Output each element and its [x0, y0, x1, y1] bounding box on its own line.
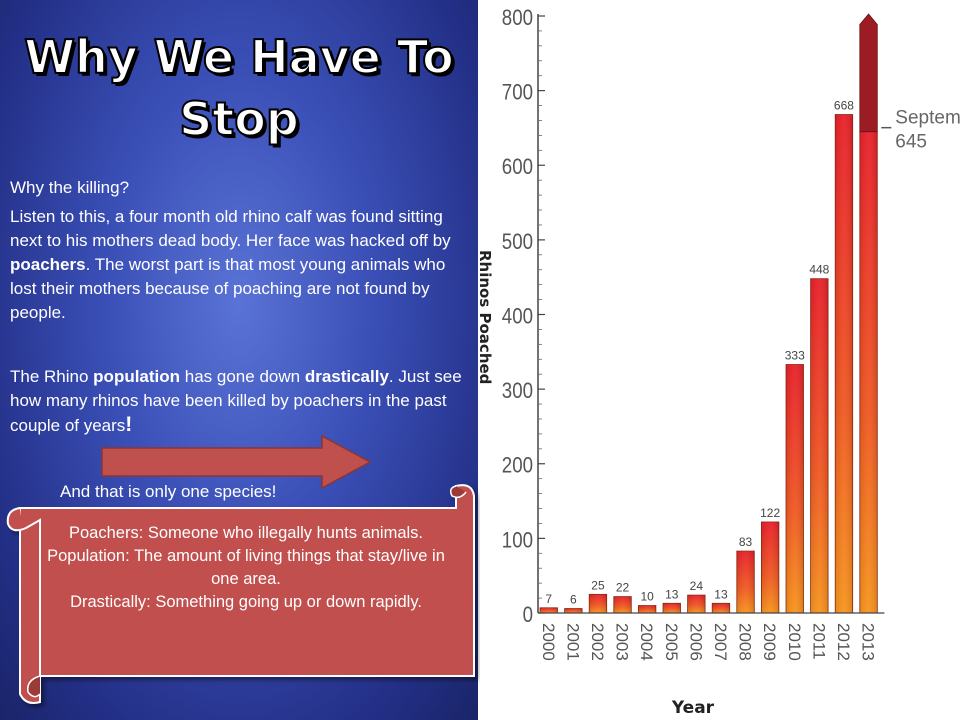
y-tick-label: 400 — [502, 305, 533, 329]
data-label: 22 — [616, 581, 630, 595]
definition-poachers: Poachers: Someone who illegally hunts an… — [68, 524, 424, 542]
data-label: 122 — [760, 506, 780, 520]
bar-shade — [810, 278, 829, 613]
population-text-e: . Just see how many rhinos have been kil… — [10, 367, 462, 435]
bar-shade — [564, 608, 583, 613]
bar-shade — [786, 364, 804, 613]
x-tick-label: 2001 — [563, 623, 582, 661]
population-paragraph: The Rhino population has gone down drast… — [10, 365, 468, 438]
annotation-month: September — [895, 108, 960, 129]
x-tick-label: 2003 — [613, 623, 632, 661]
x-tick-label: 2010 — [785, 623, 804, 661]
right-arrow-icon — [101, 434, 372, 490]
y-tick-label: 800 — [502, 7, 533, 31]
x-tick-label: 2006 — [686, 623, 705, 661]
bar-shade — [687, 595, 706, 613]
annotation-value: 645 — [895, 132, 927, 153]
bar-shade — [638, 605, 656, 613]
bar-shade — [835, 114, 853, 613]
bar-shade — [712, 603, 730, 613]
x-tick-label: 2011 — [809, 623, 828, 660]
x-tick-label: 2008 — [736, 623, 755, 661]
x-tick-label: 2002 — [588, 623, 607, 661]
x-tick-label: 2009 — [760, 623, 779, 661]
poachers-term: poachers — [10, 255, 86, 274]
y-tick-label: 100 — [502, 529, 533, 553]
slide-title-line2: Stop — [178, 91, 300, 147]
x-tick-label: 2012 — [834, 623, 853, 661]
data-label: 24 — [690, 579, 704, 593]
x-tick-label: 2013 — [859, 623, 878, 661]
y-tick-label: 300 — [502, 380, 533, 404]
x-tick-label: 2005 — [662, 623, 681, 661]
data-label: 333 — [785, 348, 805, 362]
slide-title-line1: Why We Have To — [23, 29, 454, 85]
bar-shade — [589, 594, 607, 613]
population-text-c: has gone down — [180, 367, 305, 386]
bar-shade — [859, 131, 878, 613]
question-text: Why the killing? — [10, 178, 130, 197]
y-axis-label: Rhinos Poached — [478, 250, 494, 384]
definitions-scroll — [6, 484, 475, 704]
data-label: 83 — [739, 535, 753, 549]
y-tick-label: 0 — [523, 604, 533, 628]
bar-shade — [663, 603, 681, 613]
x-tick-label: 2007 — [711, 623, 730, 661]
data-label: 7 — [545, 592, 552, 606]
data-label: 25 — [591, 578, 605, 592]
x-tick-label: 2000 — [539, 623, 558, 661]
story-text-c: . The worst part is that most young anim… — [10, 255, 446, 322]
y-tick-label: 500 — [502, 231, 533, 255]
y-tick-label: 600 — [502, 156, 533, 180]
definition-drastically: Drastically: Something going up or down … — [70, 593, 422, 611]
x-axis-label: Year — [671, 698, 715, 718]
definition-population: Population: The amount of living things … — [47, 547, 445, 588]
story-paragraph: Listen to this, a four month old rhino c… — [10, 205, 468, 325]
bar-shade — [761, 521, 779, 613]
x-tick-label: 2004 — [637, 623, 656, 661]
population-term: population — [93, 367, 181, 386]
drastically-term: drastically — [304, 367, 389, 386]
data-label: 668 — [834, 99, 854, 113]
exclamation: ! — [125, 413, 133, 436]
data-label: 448 — [809, 263, 829, 277]
story-text-a: Listen to this, a four month old rhino c… — [10, 207, 451, 250]
bar-shade — [613, 596, 632, 613]
data-label: 10 — [640, 590, 654, 604]
definitions-text: Poachers: Someone who illegally hunts an… — [46, 522, 446, 614]
data-label: 6 — [570, 593, 577, 607]
species-note: And that is only one species! — [60, 482, 277, 501]
y-tick-label: 700 — [502, 81, 533, 105]
data-label: 13 — [665, 587, 679, 601]
y-tick-label: 200 — [502, 454, 533, 478]
bar-shade — [540, 607, 558, 613]
population-text-a: The Rhino — [10, 367, 94, 386]
rhino-poaching-chart: 0 100 200 300 400 500 600 700 800 7 2000 6 2001 25 200… — [478, 7, 960, 718]
bar-shade — [736, 551, 755, 613]
projection-arrow-icon — [859, 13, 878, 133]
data-label: 13 — [714, 587, 728, 601]
